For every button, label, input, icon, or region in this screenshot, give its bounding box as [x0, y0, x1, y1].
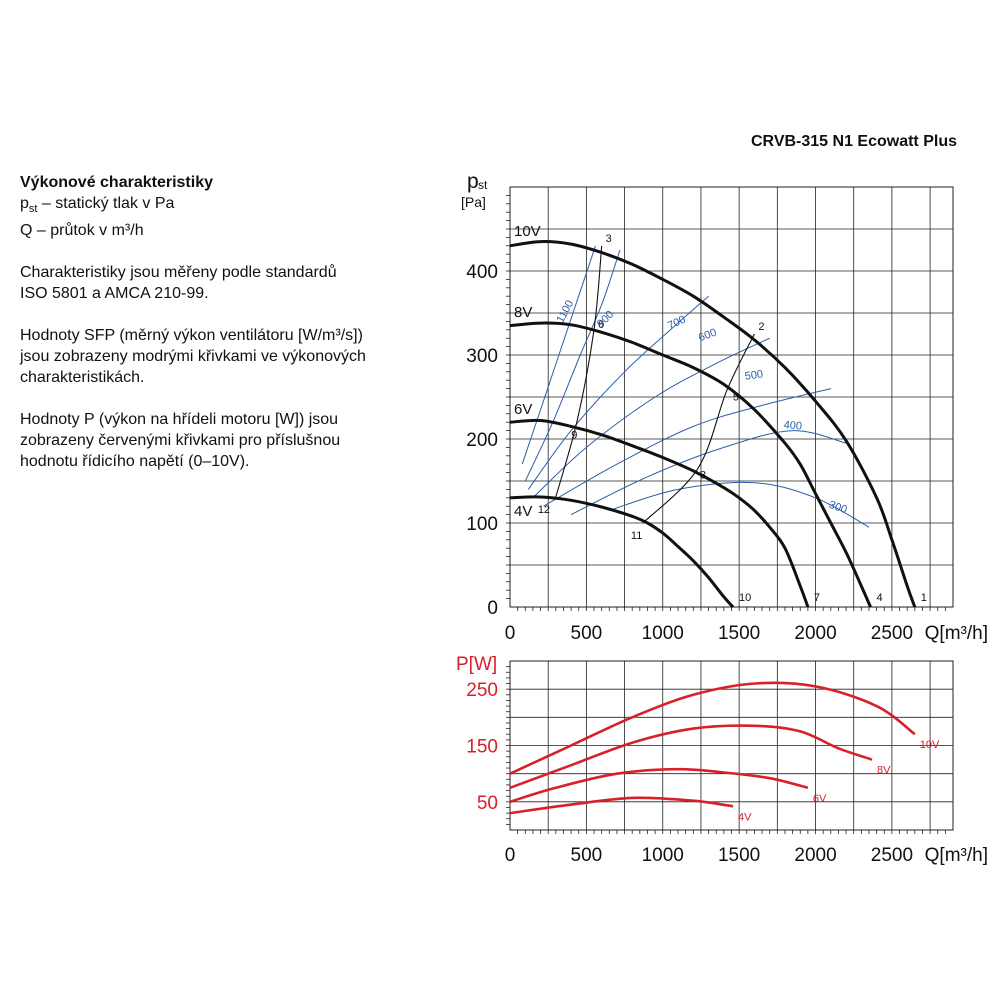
y-axis-unit: [Pa]: [461, 194, 486, 210]
y-tick-label: 400: [466, 262, 498, 283]
sfp-curve: [532, 337, 770, 499]
para2-line: jsou zobrazeny modrými křivkami ve výkon…: [20, 348, 366, 366]
operating-point-label: 6: [598, 319, 604, 331]
sfp-curve: [521, 245, 596, 465]
y-axis-label: P[W]: [456, 654, 497, 675]
power-curve-label: 6V: [813, 793, 827, 805]
y-tick-label: 200: [466, 430, 498, 451]
operating-point-label: 10: [739, 592, 751, 604]
operating-point-label: 5: [733, 391, 739, 403]
x-tick-label: 0: [505, 623, 516, 644]
x-axis-label: Q[m³/h]: [925, 623, 988, 644]
description-heading: Výkonové charakteristiky: [20, 174, 213, 191]
x-tick-label: 1000: [642, 623, 684, 644]
description-block: Výkonové charakteristiky pst – statický …: [20, 172, 420, 472]
x-tick-label: 500: [571, 623, 603, 644]
operating-point-label: 1: [921, 592, 927, 604]
system-curve: [642, 333, 755, 524]
x-tick-label: 2000: [794, 845, 836, 866]
sfp-curve: [543, 388, 831, 507]
fan-curve-label: 6V: [514, 401, 532, 418]
pst-definition: pst – statický tlak v Pa: [20, 193, 420, 220]
sfp-curve: [527, 295, 709, 490]
para2-line: charakteristikách.: [20, 369, 145, 387]
sfp-curve-label: 400: [783, 419, 802, 433]
power-curve-label: 4V: [738, 811, 752, 823]
para1-line: Charakteristiky jsou měřeny podle standa…: [20, 264, 337, 282]
y-tick-label: 250: [466, 680, 498, 701]
fan-curve: [509, 495, 735, 609]
fan-curve-label: 8V: [514, 304, 532, 321]
pst-subscript: st: [28, 203, 38, 216]
power-curve-label: 8V: [877, 765, 891, 777]
sfp-curve-label: 300: [827, 499, 848, 517]
x-axis-label: Q[m³/h]: [925, 845, 988, 866]
para3-line: zobrazeny červenými křivkami pro přísluš…: [20, 432, 341, 450]
fan-curve: [509, 418, 810, 608]
y-tick-label: 100: [466, 514, 498, 535]
y-tick-label: 0: [487, 598, 498, 619]
para3-line: Hodnoty P (výkon na hřídeli motoru [W]) …: [20, 411, 339, 429]
plot-frame: [509, 660, 954, 831]
operating-point-label: 9: [571, 430, 577, 442]
y-axis-label-subscript: st: [478, 178, 488, 192]
y-tick-label: 50: [477, 793, 498, 814]
operating-point-label: 12: [538, 504, 550, 516]
operating-point-label: 2: [758, 321, 764, 333]
system-curve: [555, 245, 603, 498]
q-definition: Q – průtok v m³/h: [20, 222, 144, 240]
pst-text: – statický tlak v Pa: [37, 195, 175, 212]
power-curve-label: 10V: [920, 739, 940, 751]
fan-curve: [509, 240, 917, 608]
y-axis-label: p: [467, 170, 479, 193]
x-tick-label: 500: [571, 845, 603, 866]
para2-line: Hodnoty SFP (měrný výkon ventilátoru [W/…: [20, 327, 363, 345]
power-curve: [509, 681, 916, 775]
sfp-curve: [524, 249, 621, 482]
model-title: CRVB-315 N1 Ecowatt Plus: [751, 133, 957, 150]
x-tick-label: 2500: [871, 623, 913, 644]
fan-curve-label: 4V: [514, 503, 532, 520]
operating-point-label: 11: [631, 530, 642, 542]
para1-line: ISO 5801 a AMCA 210-99.: [20, 285, 209, 303]
sfp-curve: [570, 430, 847, 516]
operating-point-label: 7: [814, 592, 820, 604]
power-curve: [509, 767, 809, 804]
x-tick-label: 1500: [718, 845, 760, 866]
x-tick-label: 2500: [871, 845, 913, 866]
x-tick-label: 1000: [642, 845, 684, 866]
operating-point-label: 8: [700, 469, 706, 481]
sfp-curve-label: 500: [744, 368, 764, 382]
pst-symbol: p: [20, 195, 29, 212]
fan-curve-label: 10V: [514, 223, 541, 240]
operating-point-label: 3: [606, 233, 612, 245]
sfp-curve-label: 600: [697, 327, 718, 345]
sfp-curve: [609, 481, 870, 528]
x-tick-label: 1500: [718, 623, 760, 644]
y-tick-label: 150: [466, 737, 498, 758]
y-tick-label: 300: [466, 346, 498, 367]
operating-point-label: 4: [877, 592, 883, 604]
power-curve: [509, 724, 873, 790]
power-curve: [509, 796, 734, 815]
x-tick-label: 2000: [794, 623, 836, 644]
para3-line: hodnotu řídicího napětí (0–10V).: [20, 453, 250, 471]
fan-curve: [509, 321, 872, 608]
x-tick-label: 0: [505, 845, 516, 866]
sfp-curve-label: 700: [666, 314, 688, 333]
